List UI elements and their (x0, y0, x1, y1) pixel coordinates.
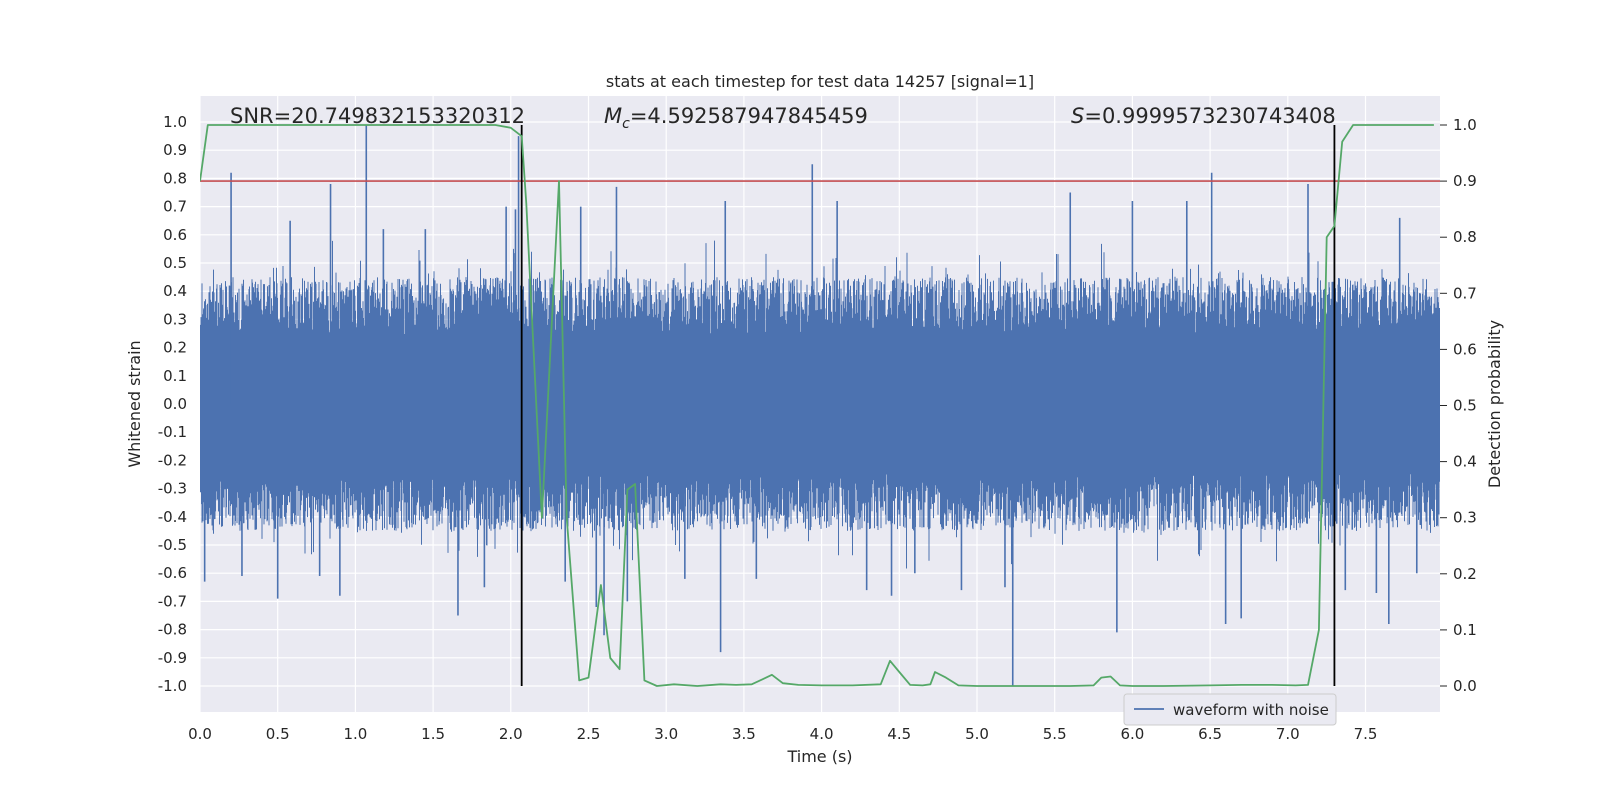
y-tick-label-left: -0.2 (158, 451, 187, 469)
tick-labels: 0.0 0.5 1.0 1.5 2.0 2.5 3.0 3.5 4.0 4.5 5.0 5.5 6.0 6… (158, 113, 1477, 743)
x-tick-label: 0.0 (188, 725, 212, 743)
y-tick-label-right: 0.2 (1453, 565, 1477, 583)
x-tick-label: 3.0 (654, 725, 678, 743)
y-tick-label-left: 0.2 (163, 339, 187, 357)
y-tick-label-right: 0.3 (1453, 509, 1477, 527)
x-tick-label: 0.5 (266, 725, 290, 743)
legend-box (1123, 693, 1337, 726)
y-tick-label-right: 0.1 (1453, 621, 1477, 639)
x-tick-label: 5.5 (1043, 725, 1067, 743)
y-tick-label-right: 1.0 (1453, 116, 1477, 134)
y-tick-label-left: 0.8 (163, 169, 187, 187)
y-tick-label-right: 0.4 (1453, 453, 1477, 471)
x-tick-label: 7.5 (1354, 725, 1378, 743)
snr-annotation: SNR=20.749832153320312 (230, 104, 525, 128)
y-tick-label-left: -0.8 (158, 621, 187, 639)
y-tick-label-right: 0.9 (1453, 172, 1477, 190)
x-axis-label: Time (s) (786, 747, 852, 766)
x-tick-label: 1.0 (343, 725, 367, 743)
x-tick-label: 4.0 (810, 725, 834, 743)
mc-symbol: M (604, 104, 622, 128)
y-tick-label-left: 0.3 (163, 310, 187, 328)
y-tick-label-left: -0.1 (158, 423, 187, 441)
y-tick-label-left: -0.5 (158, 536, 187, 554)
y-tick-label-right: 0.7 (1453, 284, 1477, 302)
y-tick-label-left: -0.6 (158, 564, 187, 582)
y-tick-label-left: -0.3 (158, 480, 187, 498)
x-tick-label: 2.5 (577, 725, 601, 743)
y-tick-label-right: 0.6 (1453, 340, 1477, 358)
y-tick-label-right: 0.0 (1453, 677, 1477, 695)
mc-subscript: c (622, 116, 630, 132)
y-tick-label-right: 0.5 (1453, 397, 1477, 415)
y-tick-label-left: -0.7 (158, 592, 187, 610)
x-tick-label: 2.0 (499, 725, 523, 743)
y-tick-label-left: 0.0 (163, 395, 187, 413)
x-tick-label: 7.0 (1276, 725, 1300, 743)
x-tick-label: 4.5 (887, 725, 911, 743)
mc-annotation: Mc=4.592587947845459 (604, 104, 868, 132)
x-tick-label: 6.5 (1198, 725, 1222, 743)
detection-probability-line (200, 124, 1434, 687)
y-tick-label-left: 1.0 (163, 113, 187, 131)
y-tick-label-left: -0.4 (158, 508, 187, 526)
y-tick-label-left: 0.9 (163, 141, 187, 159)
y-tick-label-left: 0.5 (163, 254, 187, 272)
x-tick-label: 1.5 (421, 725, 445, 743)
y-tick-label-right: 0.8 (1453, 228, 1477, 246)
chart-title: stats at each timestep for test data 142… (606, 72, 1034, 91)
legend: waveform with noise (1123, 693, 1337, 726)
y-tick-label-left: 0.7 (163, 198, 187, 216)
y-axis-label-right: Detection probability (1485, 320, 1504, 488)
y-tick-label-left: -0.9 (158, 649, 187, 667)
waveform-body (200, 240, 1440, 569)
s-annotation: S=0.9999573230743408 (1071, 104, 1336, 128)
mc-value: =4.592587947845459 (630, 104, 868, 128)
y-tick-label-left: -1.0 (158, 677, 187, 695)
legend-label: waveform with noise (1173, 701, 1329, 719)
y-tick-label-left: 0.4 (163, 282, 187, 300)
y-tick-label-left: 0.1 (163, 367, 187, 385)
x-tick-label: 6.0 (1120, 725, 1144, 743)
overlay-lines (200, 124, 1440, 687)
s-value: =0.9999573230743408 (1084, 104, 1335, 128)
y-tick-label-left: 0.6 (163, 226, 187, 244)
x-tick-label: 5.0 (965, 725, 989, 743)
s-symbol: S (1071, 104, 1084, 128)
x-tick-label: 3.5 (732, 725, 756, 743)
waveform-series (200, 124, 1440, 686)
y-axis-label-left: Whitened strain (125, 340, 144, 467)
